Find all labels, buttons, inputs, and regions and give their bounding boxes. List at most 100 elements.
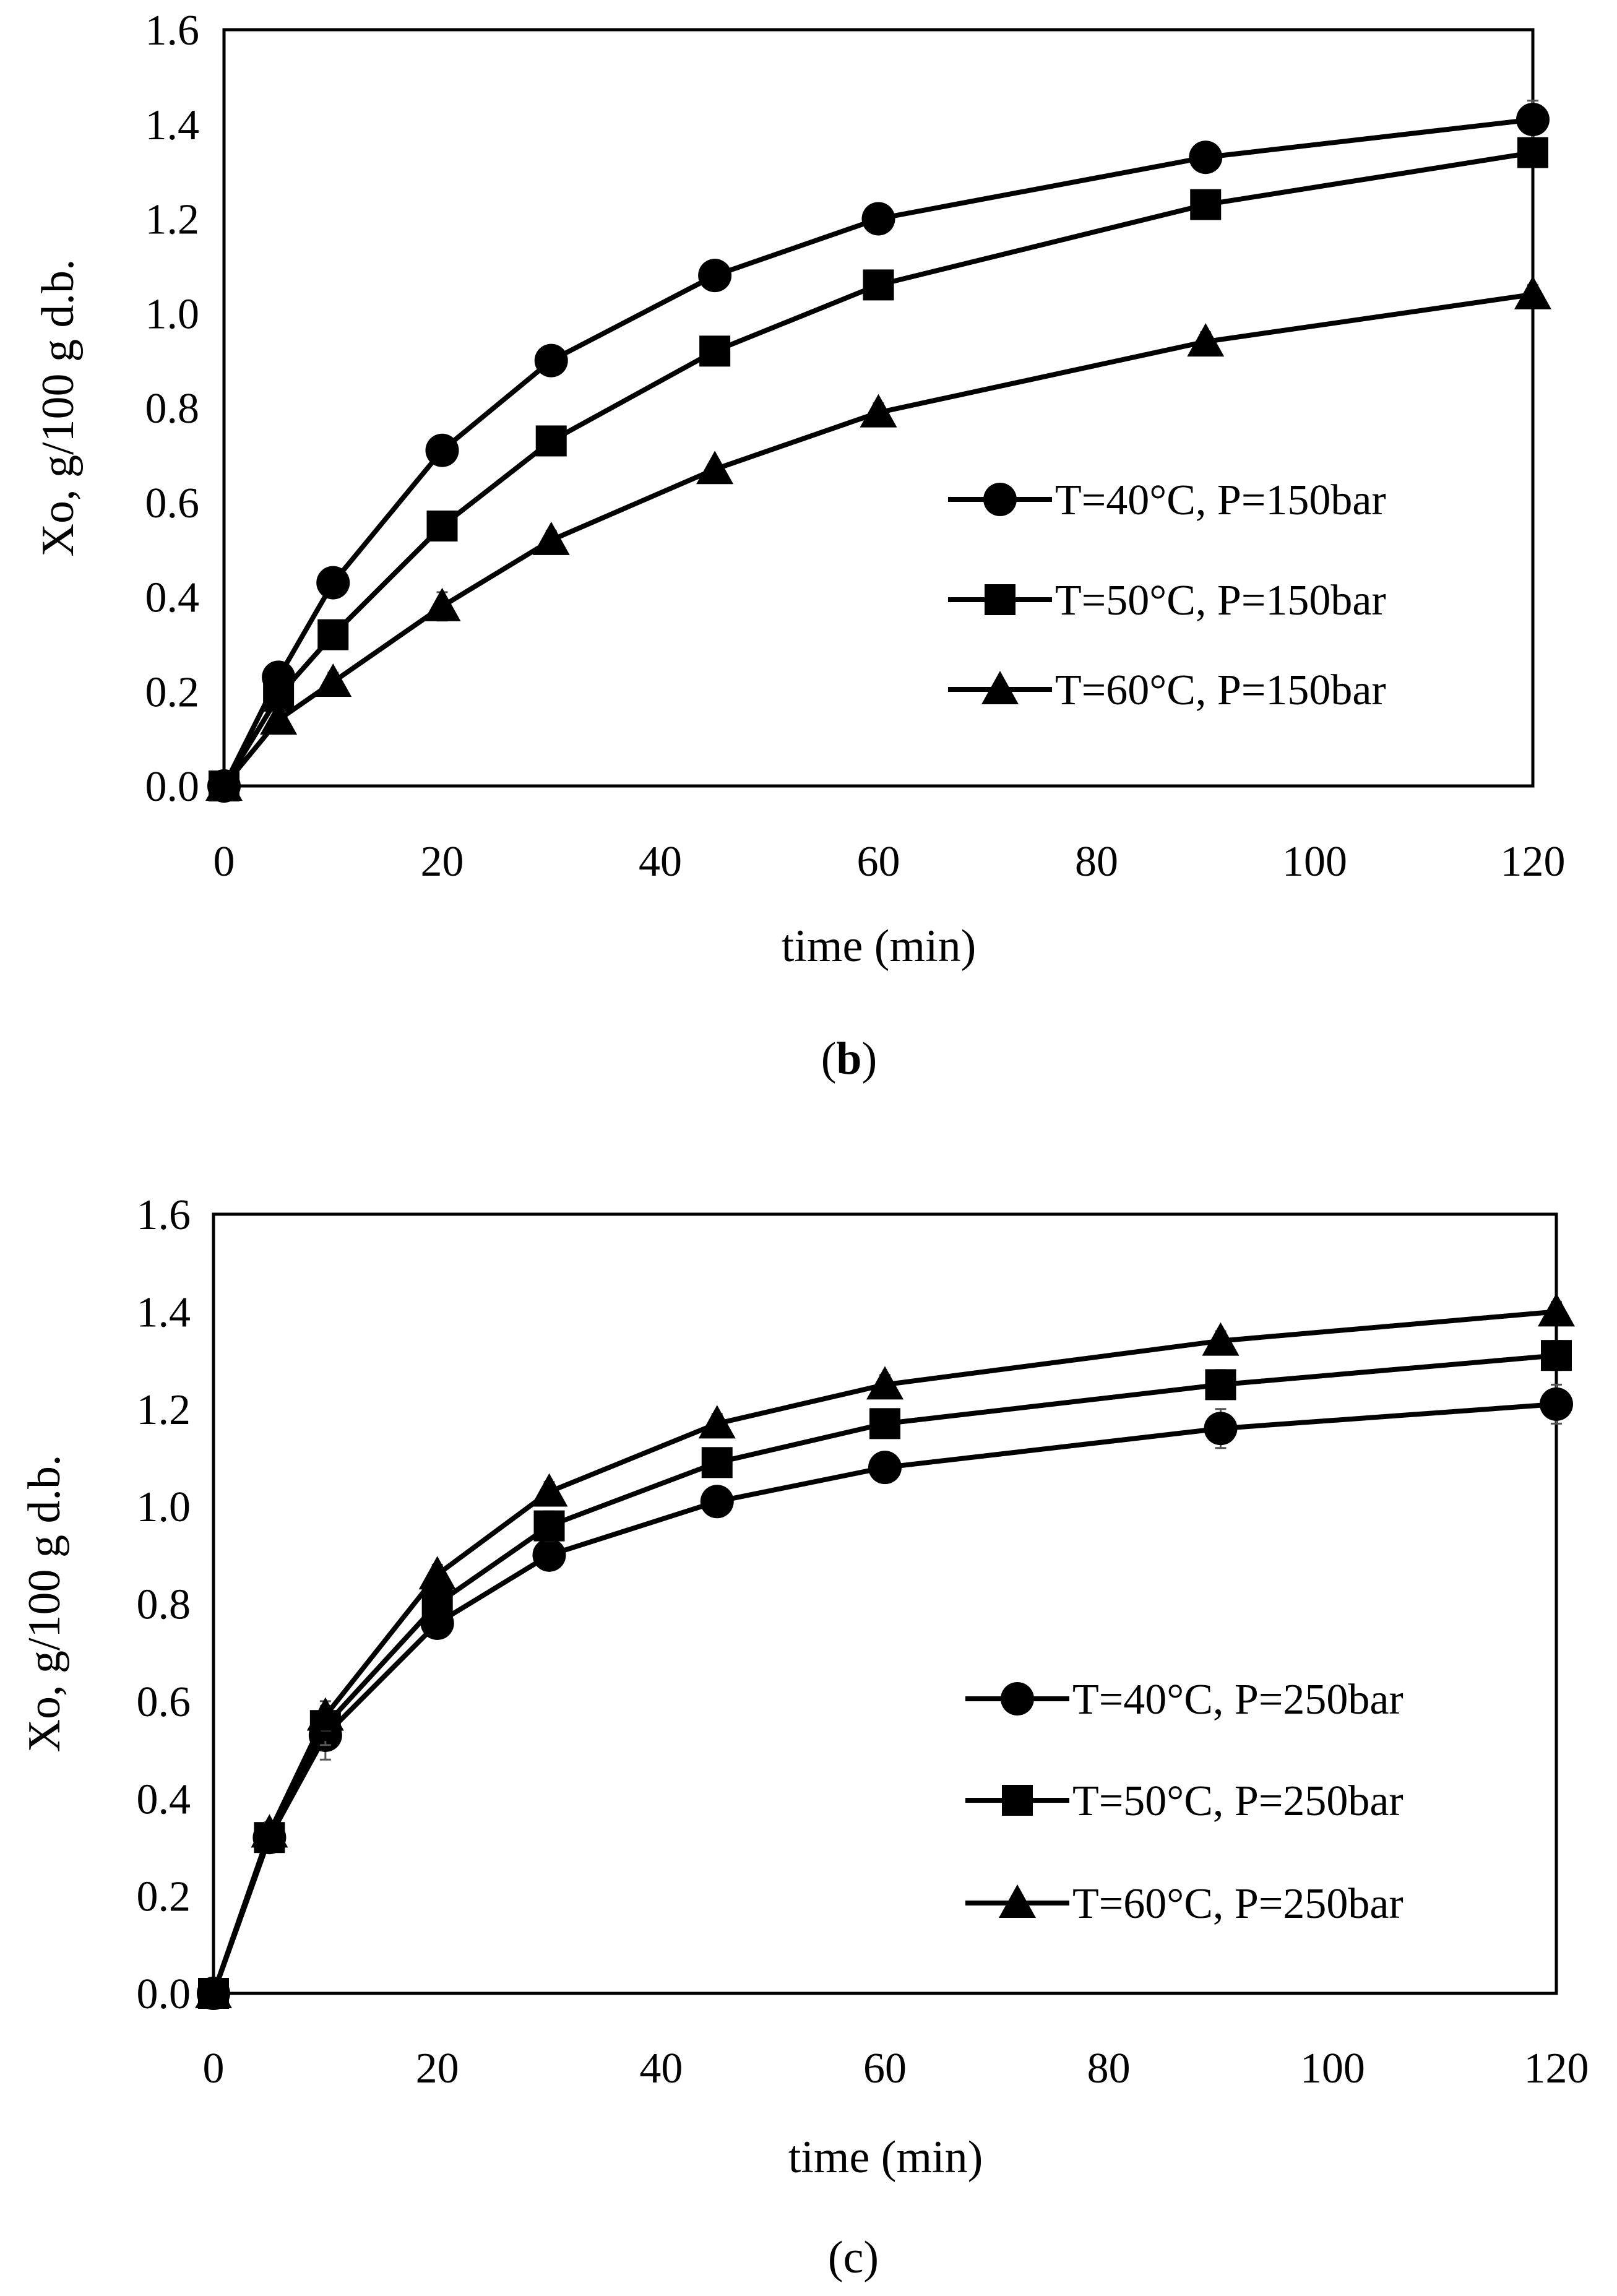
data-point — [869, 1408, 900, 1439]
x-tick-label: 100 — [1282, 838, 1347, 886]
data-point — [423, 587, 461, 621]
x-tick-label: 120 — [1501, 838, 1566, 886]
legend-item: T=60°C, P=250bar — [965, 1880, 1404, 1928]
x-tick-label: 80 — [1075, 838, 1118, 886]
y-tick-label: 1.6 — [137, 1191, 191, 1239]
y-tick-labels: 0.0 0.2 0.4 0.6 0.8 1.0 1.2 1.4 1.6 — [137, 1191, 191, 2018]
legend-marker-square — [985, 584, 1015, 615]
x-tick-label: 20 — [421, 838, 464, 886]
data-point — [698, 259, 732, 293]
data-point — [1540, 1387, 1573, 1421]
y-tick-label: 1.4 — [145, 101, 200, 149]
data-point — [534, 343, 568, 378]
data-point — [306, 1697, 344, 1731]
legend-marker-circle — [983, 483, 1017, 516]
series-circle — [207, 100, 1550, 803]
data-point — [418, 1556, 456, 1590]
x-tick-label: 40 — [639, 2045, 683, 2092]
y-tick-label: 1.0 — [137, 1483, 191, 1531]
data-point — [1514, 275, 1551, 309]
legend-label: T=50°C, P=250bar — [1072, 1777, 1404, 1825]
data-point — [251, 1814, 288, 1848]
x-tick-label: 60 — [863, 2045, 907, 2092]
data-point — [1205, 1369, 1236, 1400]
data-point — [699, 335, 731, 367]
y-tick-label: 0.2 — [137, 1873, 191, 1921]
data-point — [866, 1366, 903, 1400]
legend-item: T=50°C, P=250bar — [965, 1777, 1404, 1825]
data-point — [700, 1485, 734, 1519]
data-point — [421, 1588, 453, 1620]
y-tick-label: 1.2 — [145, 196, 200, 244]
data-point — [532, 1538, 566, 1572]
series-square — [209, 137, 1548, 801]
data-point — [314, 663, 352, 697]
chart-panel-c: 0.0 0.2 0.4 0.6 0.8 1.0 1.2 1.4 1.6 0 20 40 60 80 100… — [19, 1191, 1589, 2283]
data-point — [535, 425, 567, 457]
x-axis-title: time (min) — [788, 2132, 983, 2183]
legend: T=40°C, P=150bar T=50°C, P=150bar T=60°C, … — [948, 477, 1386, 714]
x-axis-title: time (min) — [782, 921, 976, 972]
series-triangle — [195, 1293, 1575, 2008]
data-point — [1187, 323, 1225, 357]
legend-label: T=50°C, P=150bar — [1055, 577, 1386, 624]
y-tick-label: 0.0 — [137, 1970, 191, 2018]
legend-label: T=60°C, P=150bar — [1055, 667, 1386, 714]
legend-label: T=40°C, P=150bar — [1055, 477, 1386, 524]
x-tick-labels: 0 20 40 60 80 100 120 — [213, 838, 1566, 886]
y-axis-title: Xo, g/100 g d.b. — [33, 259, 84, 557]
legend-marker-square — [1002, 1785, 1033, 1816]
x-tick-label: 100 — [1300, 2045, 1365, 2092]
data-point — [1517, 137, 1548, 168]
panel-label: b — [836, 1034, 861, 1084]
x-tick-labels: 0 20 40 60 80 100 120 — [203, 2045, 1589, 2092]
panel-label: c — [843, 2232, 864, 2283]
legend-marker-circle — [1001, 1682, 1034, 1716]
data-point — [533, 1510, 565, 1542]
data-point — [1202, 1322, 1240, 1356]
plot-area-frame — [222, 28, 1535, 788]
legend-marker-triangle — [999, 1884, 1036, 1918]
legend-marker-triangle — [981, 671, 1019, 704]
series-layer — [205, 100, 1551, 803]
data-point — [195, 1975, 232, 2008]
data-point — [696, 451, 734, 485]
data-point — [425, 433, 459, 467]
y-tick-label: 0.0 — [145, 763, 200, 811]
y-tick-label: 1.4 — [137, 1288, 191, 1336]
y-tick-labels: 0.0 0.2 0.4 0.6 0.8 1.0 1.2 1.4 1.6 — [145, 7, 200, 811]
panel-caption: (c) — [828, 2232, 879, 2283]
data-point — [1516, 103, 1550, 137]
y-tick-label: 0.6 — [137, 1678, 191, 1726]
data-point — [205, 767, 243, 801]
y-tick-label: 1.0 — [145, 290, 200, 338]
series-layer — [195, 1293, 1575, 2010]
chart-panel-b: 0.0 0.2 0.4 0.6 0.8 1.0 1.2 1.4 1.6 0 20 40 60 80 100… — [33, 7, 1566, 1084]
y-tick-label: 0.6 — [145, 480, 200, 527]
y-tick-label: 1.2 — [137, 1386, 191, 1434]
x-tick-label: 120 — [1524, 2045, 1589, 2092]
legend-label: T=40°C, P=250bar — [1072, 1676, 1404, 1724]
data-point — [861, 202, 895, 236]
legend-item: T=40°C, P=250bar — [965, 1676, 1404, 1724]
data-point — [863, 269, 894, 301]
x-tick-label: 20 — [416, 2045, 459, 2092]
data-point — [1204, 1412, 1238, 1446]
data-point — [868, 1451, 902, 1485]
legend: T=40°C, P=250bar T=50°C, P=250bar T=60°C, … — [965, 1676, 1404, 1928]
y-tick-label: 0.8 — [137, 1581, 191, 1629]
data-point — [530, 1473, 568, 1507]
data-point — [698, 1405, 736, 1439]
x-tick-label: 40 — [639, 838, 682, 886]
data-point — [532, 521, 570, 555]
legend-item: T=50°C, P=150bar — [948, 577, 1386, 624]
series-triangle — [205, 275, 1551, 801]
y-axis-title: Xo, g/100 g d.b. — [19, 1455, 70, 1753]
y-tick-label: 0.8 — [145, 385, 200, 433]
y-tick-label: 0.4 — [137, 1776, 191, 1823]
x-tick-label: 0 — [203, 2045, 225, 2092]
data-point — [260, 701, 298, 735]
y-tick-label: 1.6 — [145, 7, 200, 54]
data-point — [1541, 1340, 1572, 1371]
data-point — [316, 566, 350, 600]
